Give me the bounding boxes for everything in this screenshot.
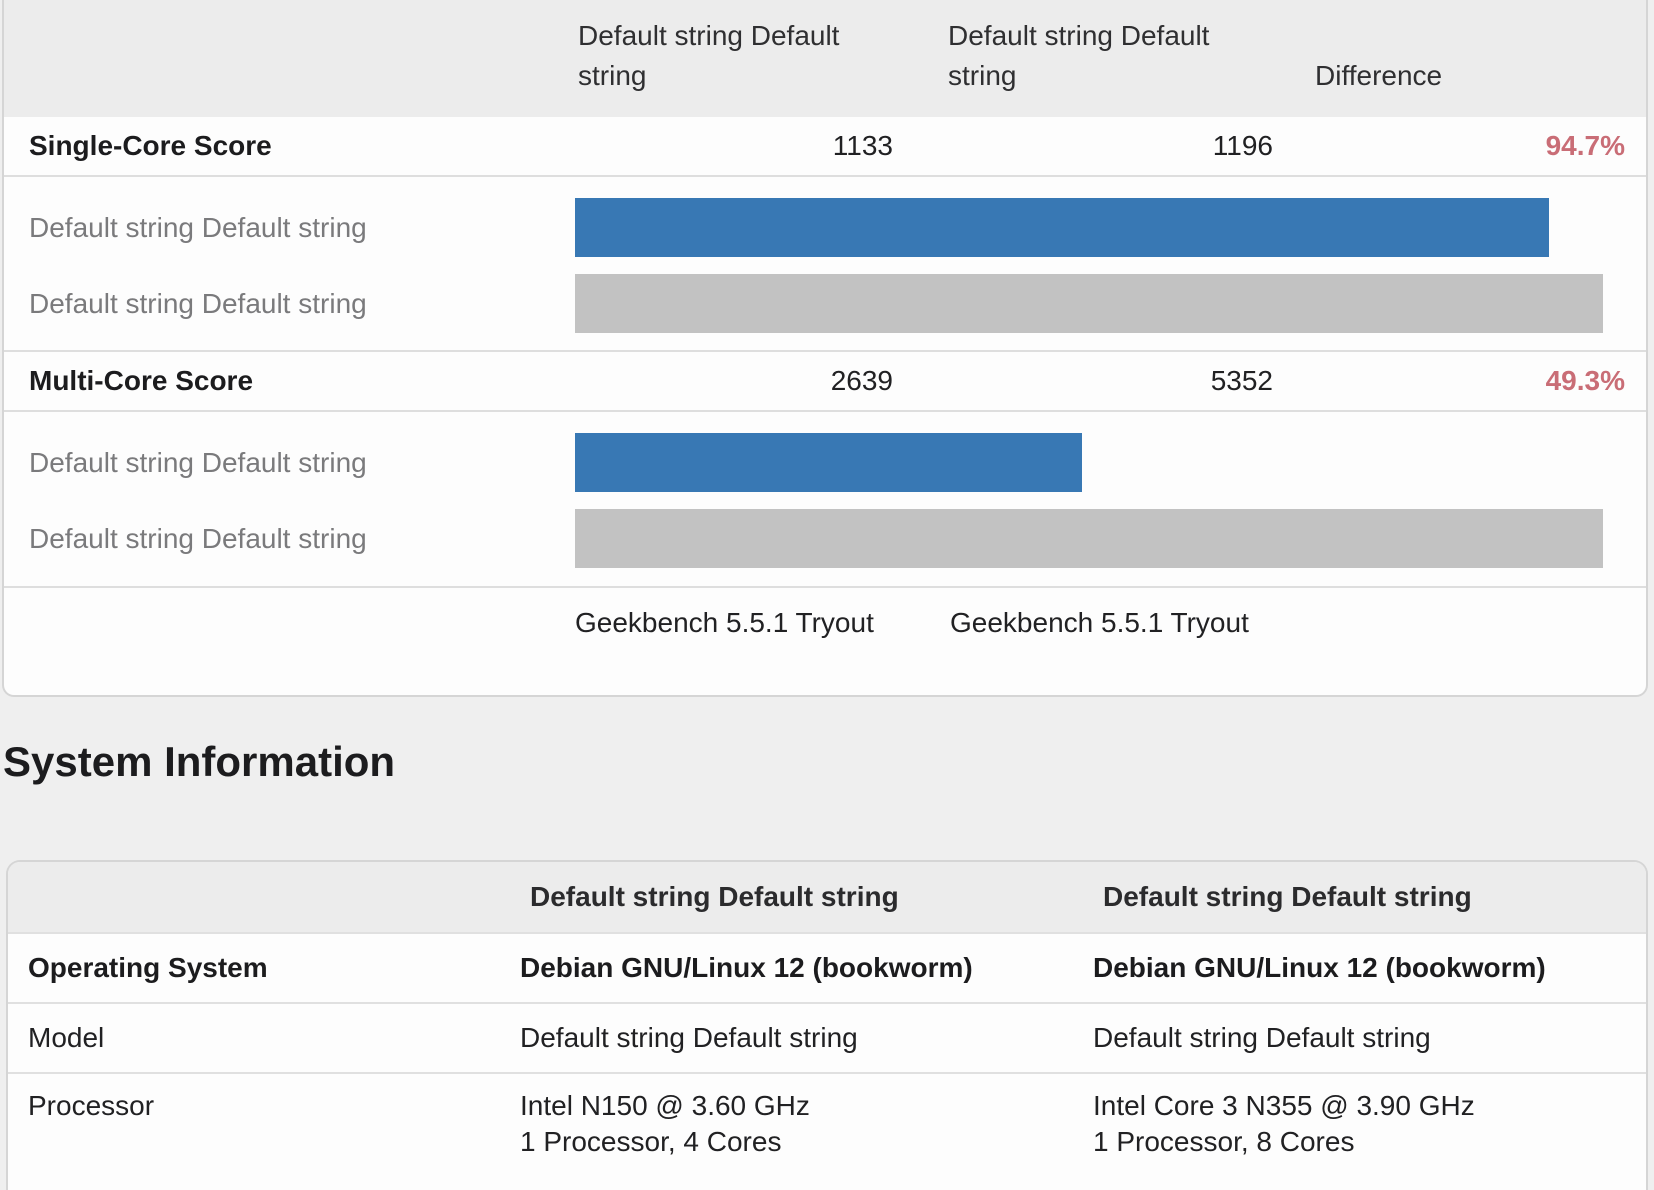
single-core-bar-system2 — [575, 274, 1603, 333]
system-info-header-system2: Default string Default string — [1103, 881, 1472, 912]
multi-core-bar-row-system1: Default string Default string — [4, 433, 1646, 492]
system2-geekbench-version: Geekbench 5.5.1 Tryout — [950, 607, 1249, 638]
comparison-footer-row: Geekbench 5.5.1 Tryout Geekbench 5.5.1 T… — [4, 588, 1646, 640]
model-label: Model — [28, 1022, 105, 1053]
comparison-header-difference: Difference — [1315, 60, 1443, 91]
single-core-bar-row-system1: Default string Default string — [4, 198, 1646, 257]
comparison-header-spacer — [4, 96, 578, 117]
single-core-bar-track-system2 — [575, 274, 1603, 333]
single-core-system2-score: 1196 — [1212, 130, 1273, 161]
single-core-label: Single-Core Score — [29, 130, 272, 161]
multi-core-difference: 49.3% — [1545, 365, 1625, 396]
multi-core-bar-track-system1 — [575, 433, 1603, 492]
multi-core-bar-track-system2 — [575, 509, 1603, 568]
multi-core-bar-system1 — [575, 433, 1082, 492]
model-row: Model Default string Default string Defa… — [8, 1002, 1646, 1072]
multi-core-bar-row-system2: Default string Default string — [4, 509, 1646, 568]
multi-core-bar-chart: Default string Default string Default st… — [4, 412, 1646, 588]
comparison-header-system2: Default string Default string — [948, 16, 1275, 117]
system1-geekbench-version: Geekbench 5.5.1 Tryout — [575, 607, 874, 638]
model-value-system1: Default string Default string — [520, 1022, 858, 1053]
single-core-score-row: Single-Core Score 1133 1196 94.7% — [4, 117, 1646, 177]
operating-system-value-system2: Debian GNU/Linux 12 (bookworm) — [1093, 952, 1546, 983]
multi-core-system2-score: 5352 — [1210, 365, 1273, 396]
processor-system1-name: Intel N150 @ 3.60 GHz — [520, 1090, 810, 1121]
processor-system2-name: Intel Core 3 N355 @ 3.90 GHz — [1093, 1090, 1475, 1121]
operating-system-row: Operating System Debian GNU/Linux 12 (bo… — [8, 932, 1646, 1002]
multi-core-score-row: Multi-Core Score 2639 5352 49.3% — [4, 352, 1646, 412]
processor-system1-cores: 1 Processor, 4 Cores — [520, 1126, 782, 1157]
system1-name: Default string Default string — [578, 20, 840, 91]
single-core-difference: 94.7% — [1545, 130, 1625, 161]
single-core-system1-score: 1133 — [832, 130, 893, 161]
single-core-bar-system1 — [575, 198, 1549, 257]
comparison-footer-spacer — [4, 606, 575, 640]
processor-label: Processor — [28, 1090, 155, 1121]
comparison-header-system1: Default string Default string — [578, 16, 948, 117]
system-info-header-row: Default string Default string Default st… — [8, 862, 1646, 932]
processor-row: Processor Intel N150 @ 3.60 GHz 1 Proces… — [8, 1072, 1646, 1190]
single-core-bar-label-system2: Default string Default string — [29, 287, 367, 319]
system-information-table: Default string Default string Default st… — [6, 860, 1648, 1190]
processor-value-system1: Intel N150 @ 3.60 GHz 1 Processor, 4 Cor… — [520, 1088, 1093, 1160]
single-core-bar-row-system2: Default string Default string — [4, 274, 1646, 333]
system-information-title: System Information — [3, 738, 396, 785]
single-core-bar-track-system1 — [575, 198, 1603, 257]
comparison-header-row: Default string Default string Default st… — [4, 0, 1646, 117]
operating-system-label: Operating System — [28, 952, 268, 983]
single-core-bar-chart: Default string Default string Default st… — [4, 177, 1646, 352]
single-core-bar-label-system1: Default string Default string — [29, 211, 367, 243]
multi-core-label: Multi-Core Score — [29, 365, 254, 396]
benchmark-comparison-card: Default string Default string Default st… — [2, 0, 1648, 697]
operating-system-value-system1: Debian GNU/Linux 12 (bookworm) — [520, 952, 973, 983]
multi-core-bar-system2 — [575, 509, 1603, 568]
model-value-system2: Default string Default string — [1093, 1022, 1431, 1053]
multi-core-bar-label-system1: Default string Default string — [29, 446, 367, 478]
system2-name: Default string Default string — [948, 20, 1210, 91]
multi-core-bar-label-system2: Default string Default string — [29, 522, 367, 554]
system-info-header-system1: Default string Default string — [530, 881, 899, 912]
processor-value-system2: Intel Core 3 N355 @ 3.90 GHz 1 Processor… — [1093, 1088, 1646, 1160]
processor-system2-cores: 1 Processor, 8 Cores — [1093, 1126, 1355, 1157]
multi-core-system1-score: 2639 — [830, 365, 893, 396]
